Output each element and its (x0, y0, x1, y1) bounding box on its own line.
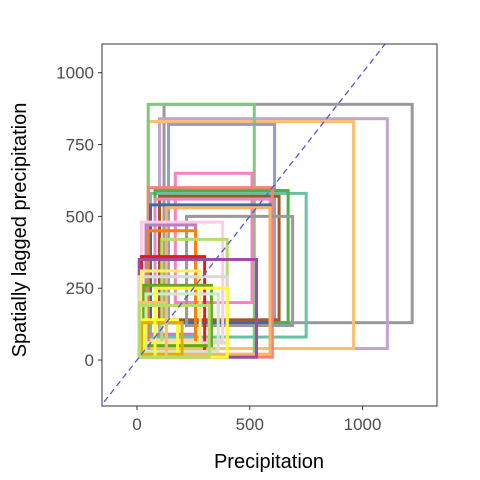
data-box-16 (144, 223, 198, 336)
y-tick-label: 1000 (56, 64, 94, 83)
y-tick-label: 250 (66, 279, 94, 298)
y-tick-label: 0 (85, 351, 94, 370)
data-box-14 (164, 206, 272, 356)
x-axis-title: Precipitation (214, 451, 324, 473)
y-axis: 0 250 500 750 1000 (56, 64, 102, 370)
x-axis: 0 500 1000 (132, 406, 381, 434)
plot-border (101, 43, 438, 407)
y-axis-title: Spatially lagged precipitation (9, 103, 31, 358)
y-tick-label: 750 (66, 136, 94, 155)
data-boxes (137, 102, 414, 359)
data-box-29 (137, 303, 211, 359)
x-tick-label: 1000 (344, 415, 382, 434)
data-box-26 (139, 321, 184, 356)
x-tick-label: 0 (132, 415, 141, 434)
data-box-13 (185, 214, 295, 328)
y-tick-label: 500 (66, 207, 94, 226)
reference-line (102, 44, 386, 406)
x-tick-label: 500 (236, 415, 264, 434)
